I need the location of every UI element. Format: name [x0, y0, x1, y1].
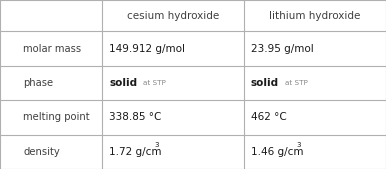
Text: 462 °C: 462 °C	[251, 112, 287, 123]
Text: phase: phase	[23, 78, 53, 88]
Text: at STP: at STP	[285, 80, 308, 86]
Text: 3: 3	[296, 142, 301, 148]
Text: density: density	[23, 147, 60, 157]
Text: cesium hydroxide: cesium hydroxide	[127, 11, 219, 21]
Text: 1.72 g/cm: 1.72 g/cm	[109, 147, 162, 157]
Text: 1.46 g/cm: 1.46 g/cm	[251, 147, 303, 157]
Text: 23.95 g/mol: 23.95 g/mol	[251, 43, 314, 54]
Text: melting point: melting point	[23, 112, 90, 123]
Text: 149.912 g/mol: 149.912 g/mol	[109, 43, 185, 54]
Text: solid: solid	[251, 78, 279, 88]
Text: 338.85 °C: 338.85 °C	[109, 112, 162, 123]
Text: molar mass: molar mass	[23, 43, 81, 54]
Text: lithium hydroxide: lithium hydroxide	[269, 11, 361, 21]
Text: solid: solid	[109, 78, 137, 88]
Text: at STP: at STP	[143, 80, 166, 86]
Text: 3: 3	[155, 142, 159, 148]
